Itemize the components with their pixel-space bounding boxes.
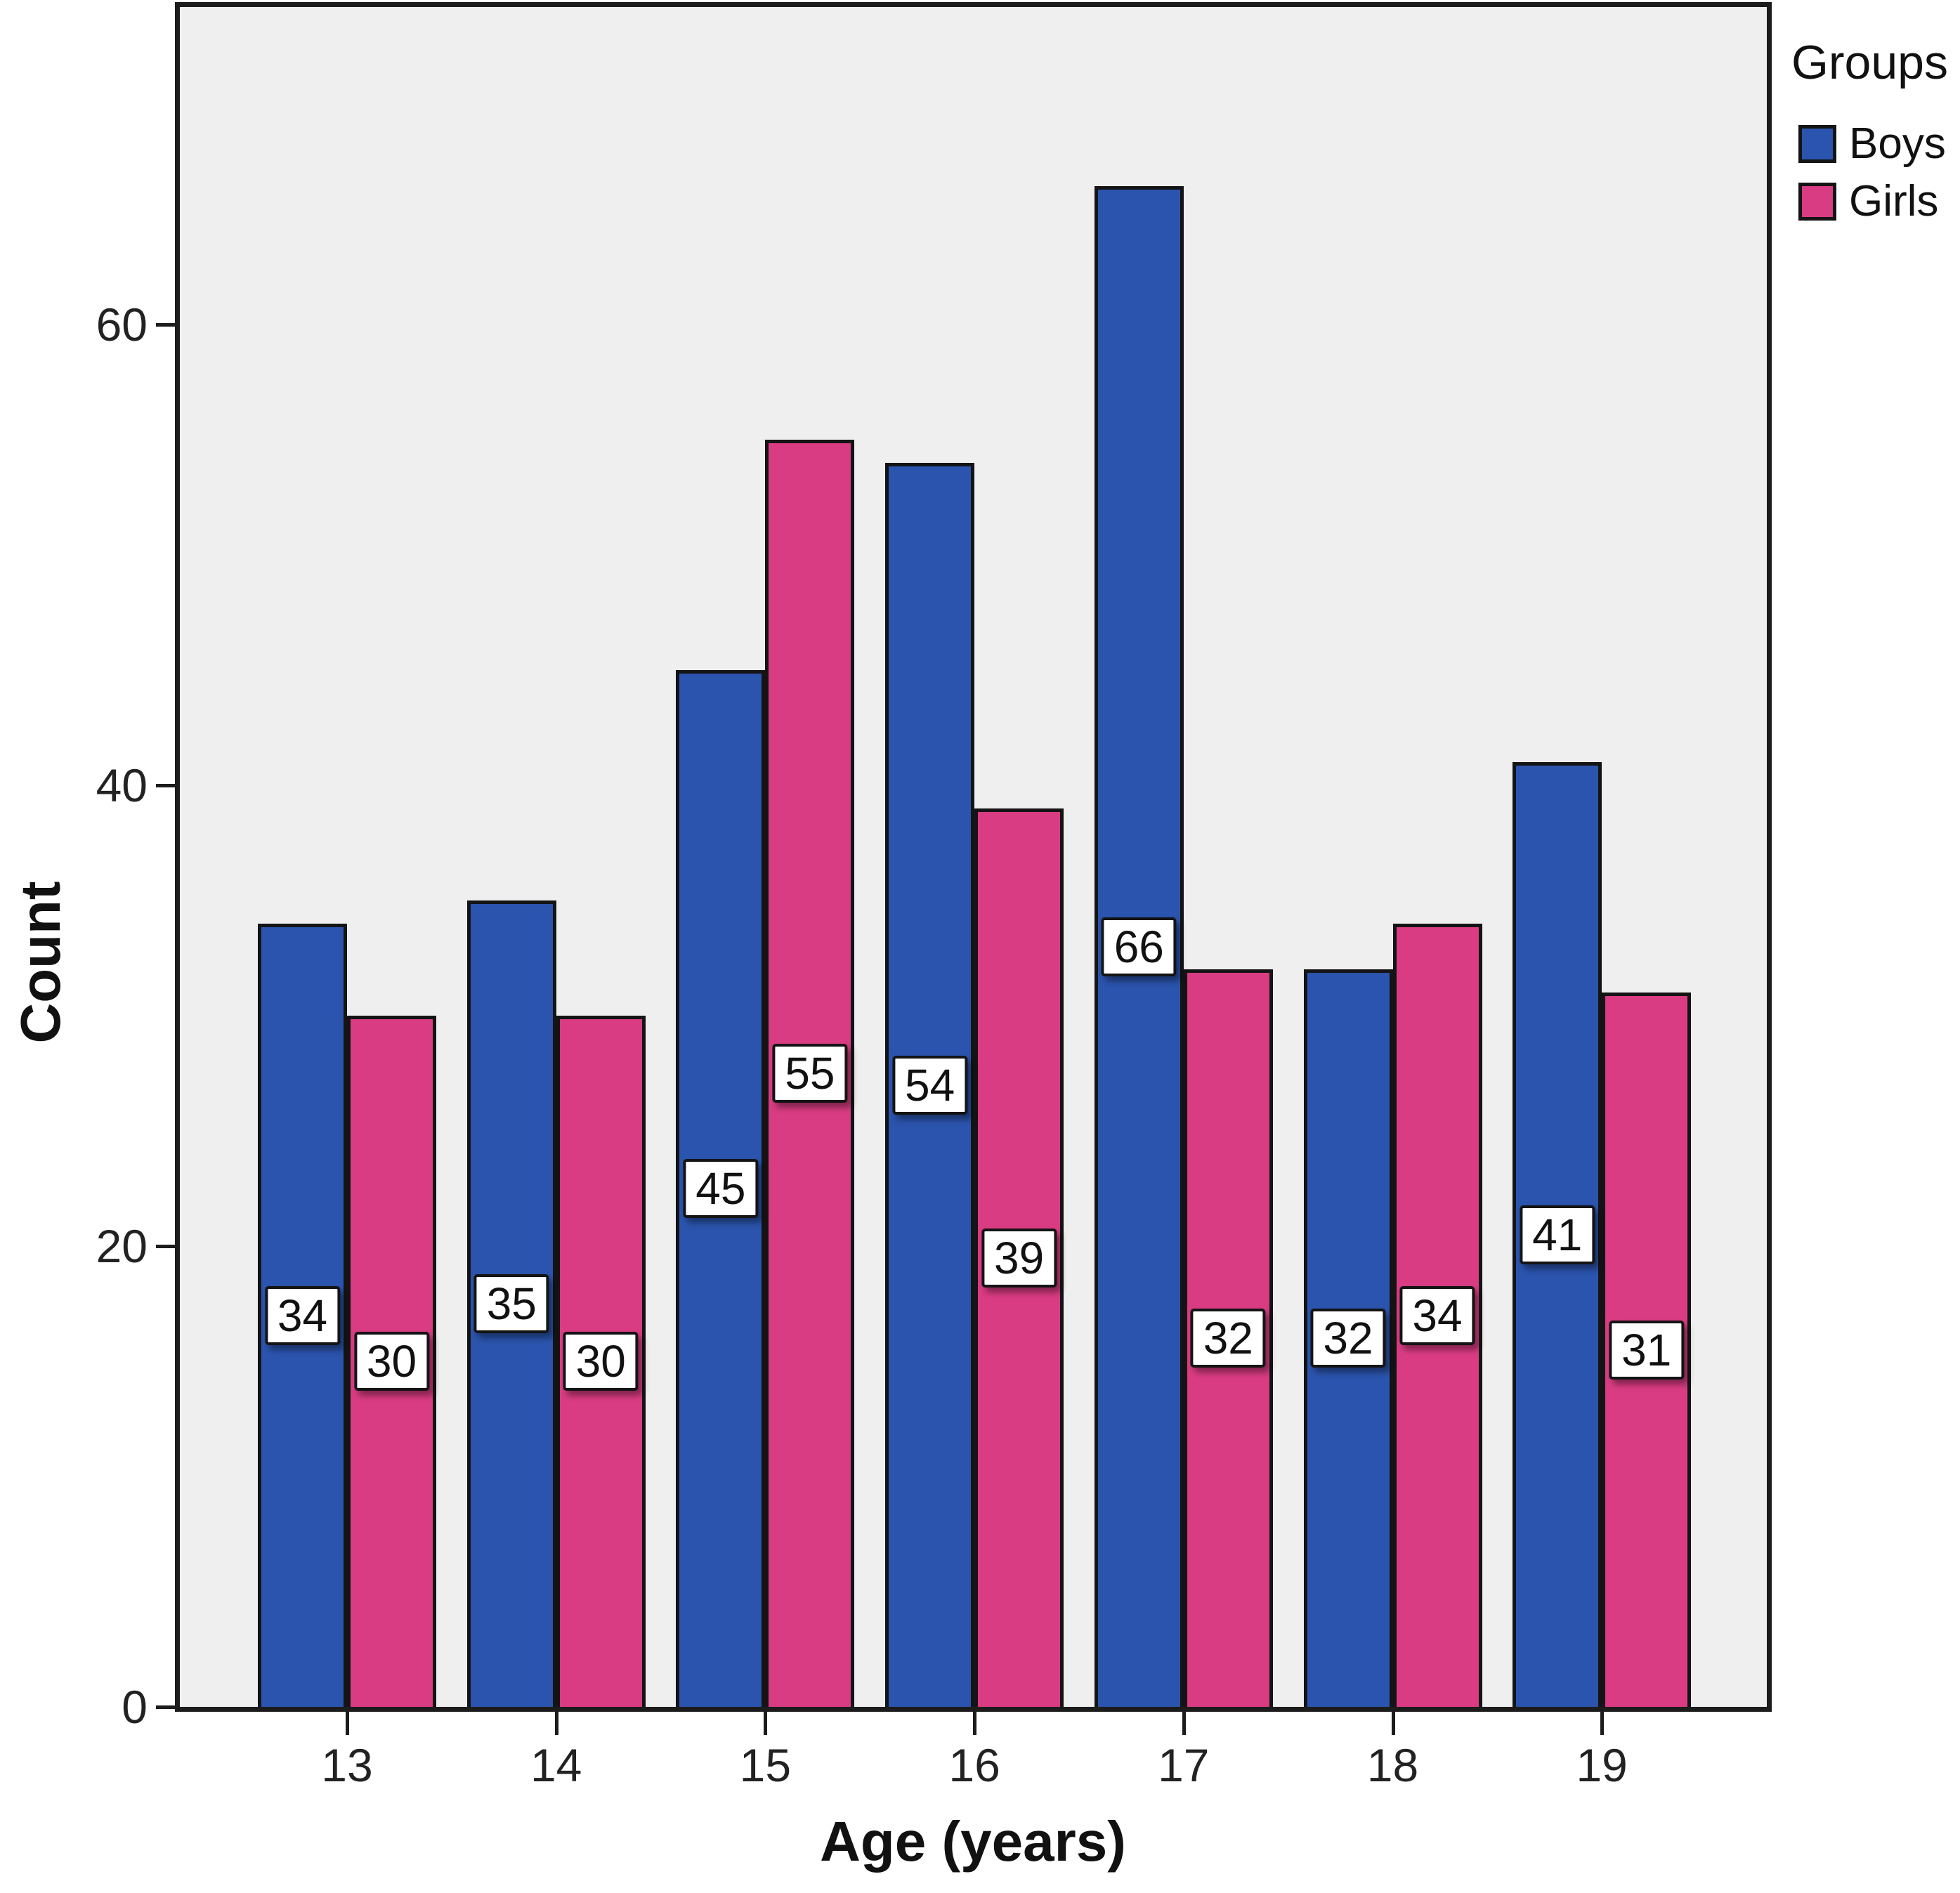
bar-value-label: 32 <box>1310 1309 1386 1368</box>
x-tick-label: 14 <box>530 1739 582 1791</box>
x-tick-label: 15 <box>739 1739 792 1791</box>
bar-value-label: 41 <box>1520 1205 1595 1264</box>
legend-label: Girls <box>1849 177 1939 225</box>
legend-item-boys: Boys <box>1798 122 1959 166</box>
y-tick-mark <box>156 784 179 787</box>
x-tick-label: 18 <box>1366 1739 1419 1791</box>
y-tick-label: 40 <box>96 759 148 811</box>
legend-swatch-icon <box>1798 183 1836 221</box>
plot-area: 34 35 45 54 66 32 41 30 30 55 39 32 34 31 <box>175 2 1772 1712</box>
legend-items: Boys Girls <box>1791 122 1959 223</box>
bar-value-label: 39 <box>981 1228 1057 1288</box>
bar-value-label: 45 <box>683 1159 759 1218</box>
bar-value-label: 34 <box>264 1285 341 1345</box>
legend-item-girls: Girls <box>1798 180 1959 223</box>
x-axis-title: Age (years) <box>820 1810 1126 1873</box>
x-tick-mark <box>1600 1712 1605 1735</box>
legend-title: Groups <box>1791 36 1948 89</box>
x-tick-mark <box>764 1712 768 1735</box>
bar-value-label: 30 <box>353 1332 430 1391</box>
x-tick-label: 17 <box>1158 1739 1210 1791</box>
bar-value-label: 32 <box>1190 1309 1266 1368</box>
y-tick-label: 0 <box>122 1681 148 1733</box>
legend-label: Boys <box>1849 119 1946 168</box>
bar-value-label: 35 <box>473 1274 549 1333</box>
legend-swatch-icon <box>1798 125 1836 163</box>
x-tick-label: 19 <box>1576 1739 1628 1791</box>
y-tick-label: 60 <box>96 299 148 351</box>
x-tick-mark <box>554 1712 558 1735</box>
bar-value-label: 54 <box>892 1055 968 1115</box>
bar-value-label: 31 <box>1609 1320 1685 1380</box>
bar-value-label: 55 <box>772 1044 848 1103</box>
y-axis-title: Count <box>9 881 72 1044</box>
x-tick-label: 13 <box>321 1739 373 1791</box>
bar-value-label: 30 <box>563 1332 639 1391</box>
x-tick-mark <box>973 1712 977 1735</box>
x-tick-label: 16 <box>948 1739 1000 1791</box>
bar-value-label: 34 <box>1399 1285 1475 1345</box>
x-tick-mark <box>346 1712 349 1735</box>
y-tick-mark <box>156 1705 179 1709</box>
legend: Groups Boys Girls <box>1791 35 1959 237</box>
y-tick-mark <box>156 1245 179 1248</box>
x-tick-mark <box>1182 1712 1186 1735</box>
y-tick-mark <box>156 323 179 327</box>
y-tick-label: 20 <box>96 1220 148 1272</box>
x-tick-mark <box>1391 1712 1395 1735</box>
bar-value-label: 66 <box>1101 917 1177 976</box>
